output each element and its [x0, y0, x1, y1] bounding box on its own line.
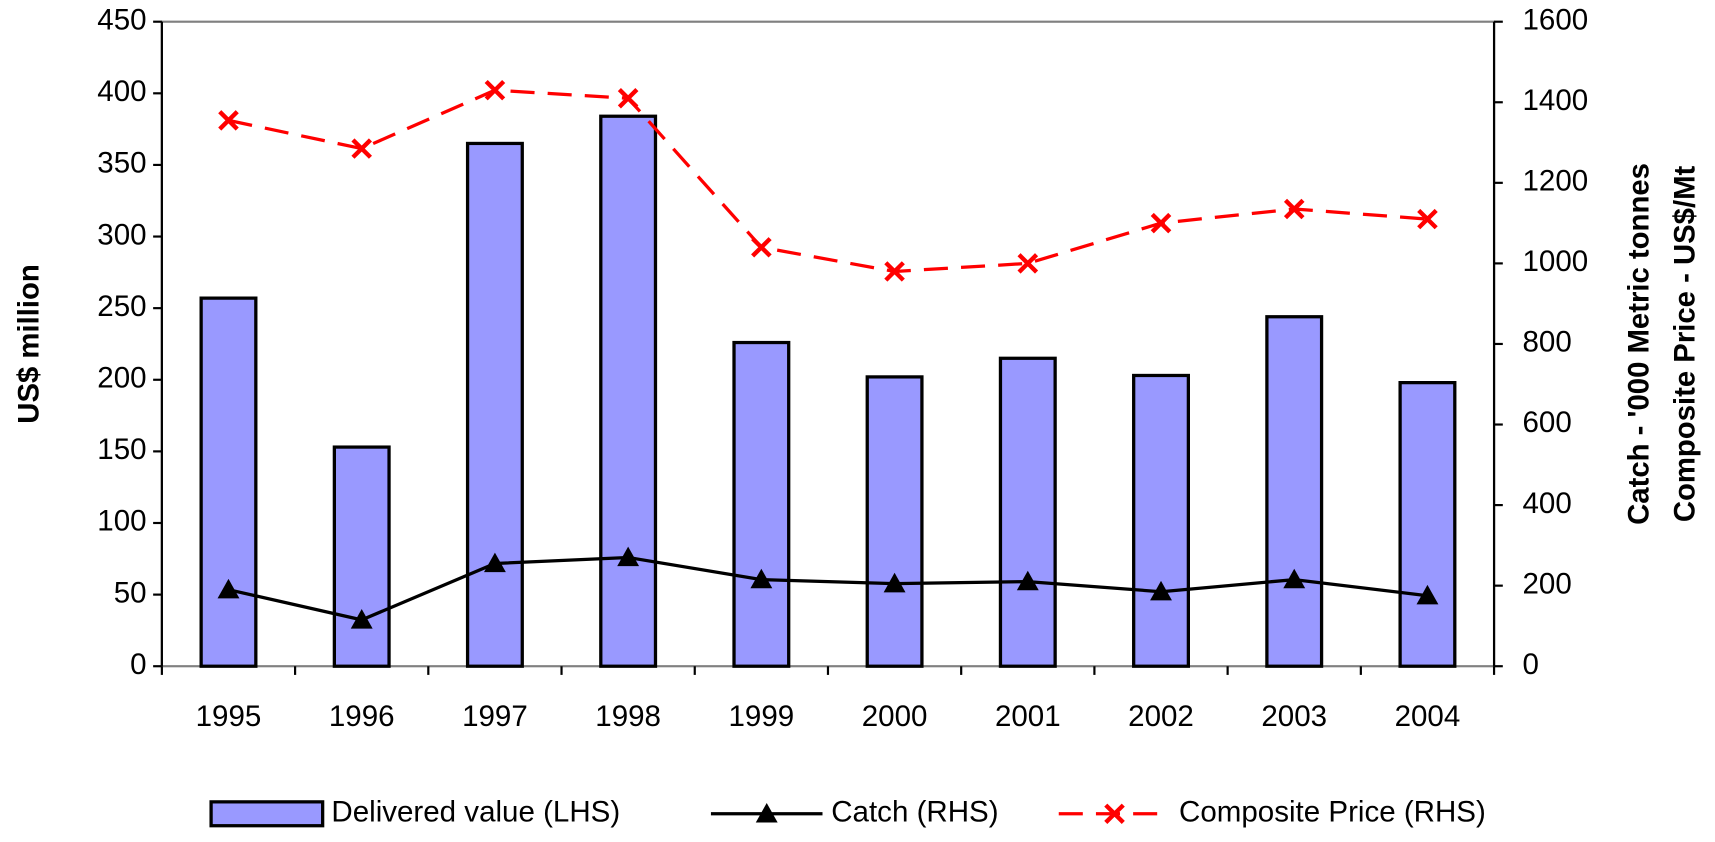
point [1283, 568, 1306, 589]
legend-label: Delivered value (LHS) [331, 796, 620, 829]
y-tick-label: 50 [114, 576, 147, 609]
y2-tick-label: 0 [1523, 648, 1539, 681]
legend-marker [1104, 803, 1125, 825]
bar [199, 296, 258, 668]
y-tick-label: 400 [97, 75, 146, 108]
bar [865, 375, 924, 668]
legend-label: Composite Price (RHS) [1179, 796, 1486, 829]
y-tick-label: 0 [130, 648, 146, 681]
bar [1132, 373, 1190, 668]
y2-axis-label: Composite Price - US$/Mt [1668, 166, 1701, 523]
point [484, 79, 506, 101]
line [228, 88, 1428, 274]
point [1150, 212, 1172, 234]
x-tick-label: 1997 [462, 700, 528, 733]
point [351, 138, 372, 159]
point [1283, 198, 1305, 220]
x-tick-label: 2001 [995, 700, 1061, 733]
legend-swatch [209, 800, 325, 828]
line [228, 555, 1428, 622]
point [1150, 580, 1172, 601]
point [1417, 208, 1438, 230]
x-tick-label: 1995 [196, 700, 262, 733]
y-tick-label: 200 [97, 362, 146, 395]
y-tick-label: 250 [97, 290, 146, 323]
y2-axis-label: Catch - '000 Metric tonnes [1622, 163, 1655, 525]
x-tick-label: 2003 [1261, 700, 1327, 733]
x-tick-label: 2002 [1128, 700, 1194, 733]
legend-label: Catch (RHS) [831, 796, 998, 829]
x-tick-label: 2004 [1395, 700, 1461, 733]
x-tick-label: 1999 [729, 700, 795, 733]
point [617, 88, 639, 109]
bar [332, 445, 391, 668]
point [1416, 584, 1439, 605]
y2-tick-label: 1000 [1523, 245, 1589, 278]
y2-tick-label: 200 [1523, 567, 1572, 600]
point [884, 261, 905, 282]
bar [599, 114, 658, 668]
y2-tick-label: 800 [1523, 326, 1572, 359]
y2-tick-label: 1600 [1523, 4, 1589, 37]
point [1017, 253, 1039, 274]
y-tick-label: 450 [97, 4, 146, 37]
point [750, 568, 773, 589]
bar [1265, 315, 1324, 668]
point [617, 546, 640, 567]
point [751, 237, 772, 258]
bar [998, 356, 1057, 668]
point [883, 572, 906, 593]
x-tick-label: 1996 [329, 700, 395, 733]
y2-tick-label: 1400 [1523, 84, 1589, 117]
legend: Delivered value (LHS) Catch (RHS) Composit… [209, 796, 1486, 829]
y-axis-label: US$ million [12, 264, 45, 424]
legend-marker [755, 802, 778, 823]
y-tick-label: 350 [97, 147, 146, 180]
y2-tick-label: 1200 [1523, 165, 1589, 198]
x-tick-label: 1998 [595, 700, 661, 733]
point [483, 552, 506, 573]
point [1016, 570, 1039, 591]
x-tick-label: 2000 [862, 700, 928, 733]
y2-tick-label: 400 [1523, 487, 1572, 520]
y-tick-label: 100 [97, 505, 146, 538]
y2-tick-label: 600 [1523, 406, 1572, 439]
y-tick-label: 300 [97, 218, 146, 251]
y-tick-label: 150 [97, 433, 146, 466]
point [350, 609, 373, 629]
point [217, 578, 240, 599]
bar [732, 340, 791, 668]
bar [465, 141, 524, 668]
point [218, 110, 239, 131]
bar [1398, 381, 1457, 668]
